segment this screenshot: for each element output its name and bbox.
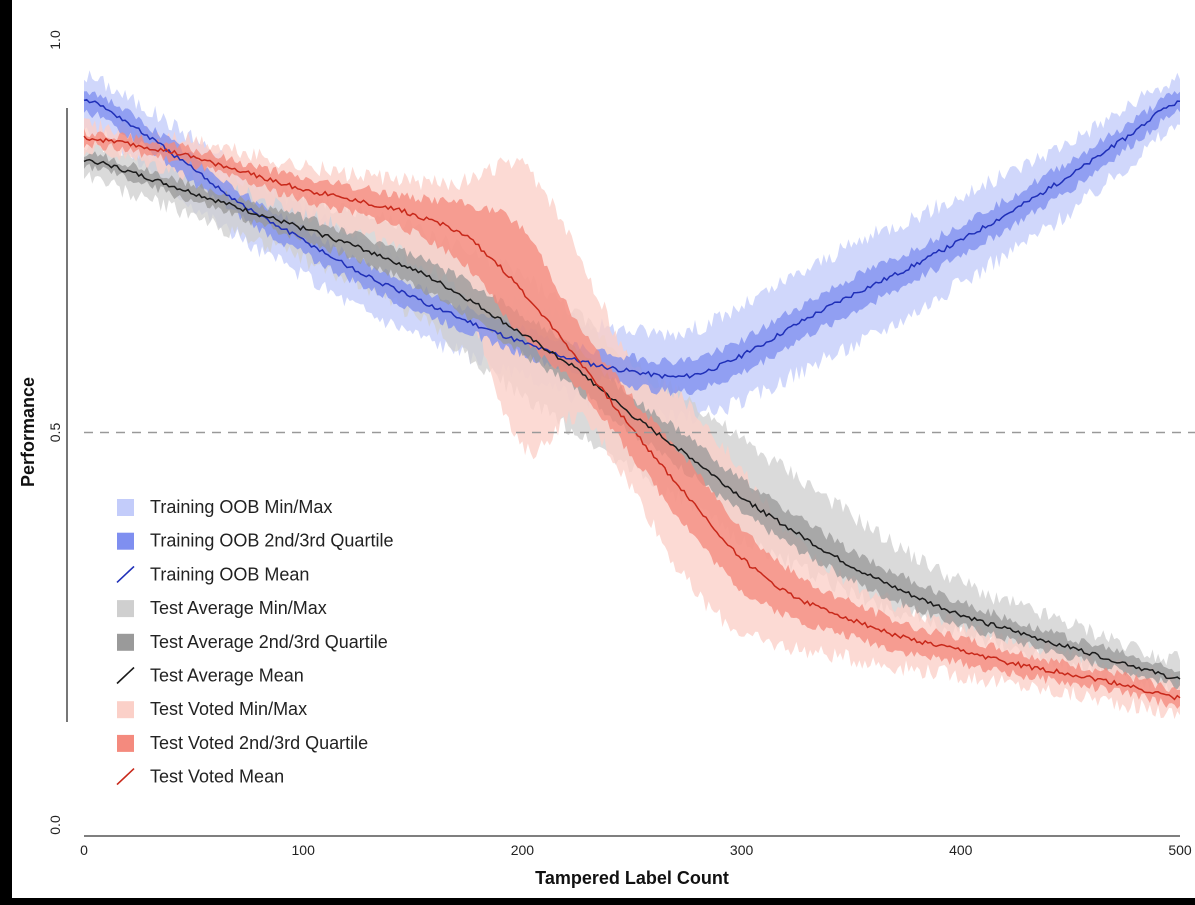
legend-label-training-oob-mean: Training OOB Mean — [150, 564, 309, 584]
x-tick-label-0: 0 — [80, 842, 88, 858]
legend-item-training-oob-min-max: Training OOB Min/Max — [117, 497, 332, 517]
y-tick-label-0.5: 0.5 — [47, 423, 63, 443]
bands-layer — [84, 70, 1180, 720]
x-tick-label-100: 100 — [292, 842, 316, 858]
legend-label-test-voted-min-max: Test Voted Min/Max — [150, 699, 307, 719]
x-axis-title: Tampered Label Count — [535, 868, 729, 888]
legend-label-test-average-min-max: Test Average Min/Max — [150, 598, 327, 618]
performance-chart: 0 100 200 300 400 500 0.0 0.5 1.0 Tampered Labe… — [18, 30, 1195, 888]
legend-swatch-test-average-min-max — [117, 600, 134, 618]
y-ticks: 0.0 0.5 1.0 — [47, 30, 63, 835]
mean-lines-layer — [83, 98, 1181, 701]
legend-swatch-test-voted-mean — [116, 768, 135, 786]
training-oob-mean-line — [83, 98, 1181, 380]
legend-swatch-test-voted-2nd-3rd-quartile — [117, 734, 134, 752]
legend-swatch-test-average-mean — [116, 666, 135, 685]
chart-container: 0 100 200 300 400 500 0.0 0.5 1.0 Tampered Labe… — [12, 0, 1195, 898]
legend-swatch-training-oob-2nd-3rd-quartile — [117, 532, 134, 550]
legend-swatch-test-average-2nd-3rd-quartile — [117, 633, 134, 651]
legend-item-test-voted-min-max: Test Voted Min/Max — [117, 699, 307, 719]
legend-item-test-average-mean: Test Average Mean — [116, 666, 304, 686]
legend-swatch-test-voted-min-max — [117, 701, 134, 719]
legend-swatch-training-oob-min-max — [117, 499, 134, 516]
legend-label-test-voted-2nd-3rd-quartile: Test Voted 2nd/3rd Quartile — [150, 733, 368, 753]
test-average-mean-line — [83, 158, 1181, 680]
y-tick-label-0.0: 0.0 — [47, 815, 63, 835]
y-axis-title: Performance — [18, 377, 38, 487]
y-tick-label-1.0: 1.0 — [47, 30, 63, 50]
legend-item-test-average-min-max: Test Average Min/Max — [117, 598, 327, 618]
x-tick-label-500: 500 — [1168, 842, 1192, 858]
legend-label-test-average-mean: Test Average Mean — [150, 666, 304, 686]
legend: Training OOB Min/Max Training OOB 2nd/3rd… — [116, 497, 393, 787]
legend-label-test-average-2nd-3rd-quartile: Test Average 2nd/3rd Quartile — [150, 632, 388, 652]
legend-swatch-training-oob-mean — [116, 565, 135, 583]
x-tick-label-200: 200 — [511, 842, 535, 858]
legend-item-test-voted-mean: Test Voted Mean — [116, 767, 284, 787]
test-voted-quartile-band — [84, 128, 1180, 709]
legend-item-training-oob-mean: Training OOB Mean — [116, 564, 309, 584]
x-tick-label-400: 400 — [949, 842, 973, 858]
legend-label-training-oob-min-max: Training OOB Min/Max — [150, 497, 332, 517]
axes-layer — [66, 108, 1180, 837]
legend-item-test-average-2nd-3rd-quartile: Test Average 2nd/3rd Quartile — [117, 632, 388, 652]
test-voted-mean-line — [83, 135, 1181, 701]
training-oob-quartile-band — [84, 91, 1180, 397]
x-ticks: 0 100 200 300 400 500 — [80, 842, 1192, 858]
x-tick-label-300: 300 — [730, 842, 754, 858]
legend-item-training-oob-2nd-3rd-quartile: Training OOB 2nd/3rd Quartile — [117, 531, 393, 551]
legend-item-test-voted-2nd-3rd-quartile: Test Voted 2nd/3rd Quartile — [117, 733, 368, 753]
legend-label-test-voted-mean: Test Voted Mean — [150, 767, 284, 787]
legend-label-training-oob-2nd-3rd-quartile: Training OOB 2nd/3rd Quartile — [150, 531, 393, 551]
